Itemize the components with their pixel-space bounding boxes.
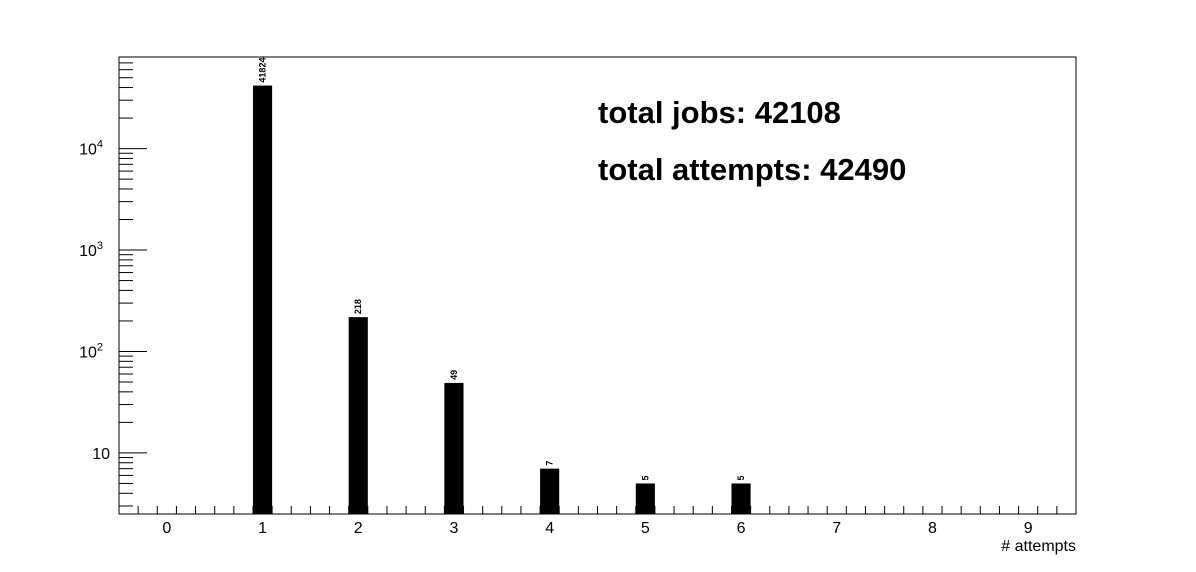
bar-value-label: 218 bbox=[353, 299, 363, 314]
x-tick-label: 8 bbox=[928, 520, 937, 537]
bar bbox=[348, 317, 368, 514]
annotation-total-attempts: total attempts: 42490 bbox=[598, 152, 906, 187]
bar bbox=[731, 483, 751, 514]
y-tick-label: 104 bbox=[79, 139, 103, 159]
annotation-total-jobs: total jobs: 42108 bbox=[598, 95, 841, 130]
bar bbox=[540, 468, 560, 514]
y-tick-label: 102 bbox=[79, 341, 103, 361]
bar bbox=[635, 483, 655, 514]
x-tick-label: 3 bbox=[449, 520, 458, 537]
y-tick-label: 103 bbox=[79, 240, 103, 260]
bars: 41824 218 49 7 5 5 bbox=[252, 58, 751, 514]
bar bbox=[444, 382, 464, 514]
x-tick-label: 4 bbox=[545, 520, 554, 537]
x-tick-label: 9 bbox=[1024, 520, 1033, 537]
bar bbox=[252, 85, 273, 514]
bar-value-label: 41824 bbox=[258, 58, 268, 83]
x-axis-ticks: 0 1 2 3 4 5 6 7 8 9 bbox=[118, 506, 1077, 537]
x-tick-label: 5 bbox=[641, 520, 650, 537]
bar-value-label: 7 bbox=[545, 461, 555, 466]
y-tick-label: 10 bbox=[92, 446, 110, 463]
x-tick-label: 0 bbox=[162, 520, 171, 537]
bar-value-label: 5 bbox=[736, 475, 746, 480]
bar-value-label: 5 bbox=[640, 475, 650, 480]
y-axis-ticks: 10 102 103 104 bbox=[79, 56, 147, 507]
x-tick-label: 2 bbox=[354, 520, 363, 537]
x-tick-label: 7 bbox=[832, 520, 841, 537]
x-tick-label: 6 bbox=[737, 520, 746, 537]
bar-value-label: 49 bbox=[449, 370, 459, 380]
x-tick-label: 1 bbox=[258, 520, 267, 537]
x-axis-title: # attempts bbox=[1001, 538, 1076, 555]
